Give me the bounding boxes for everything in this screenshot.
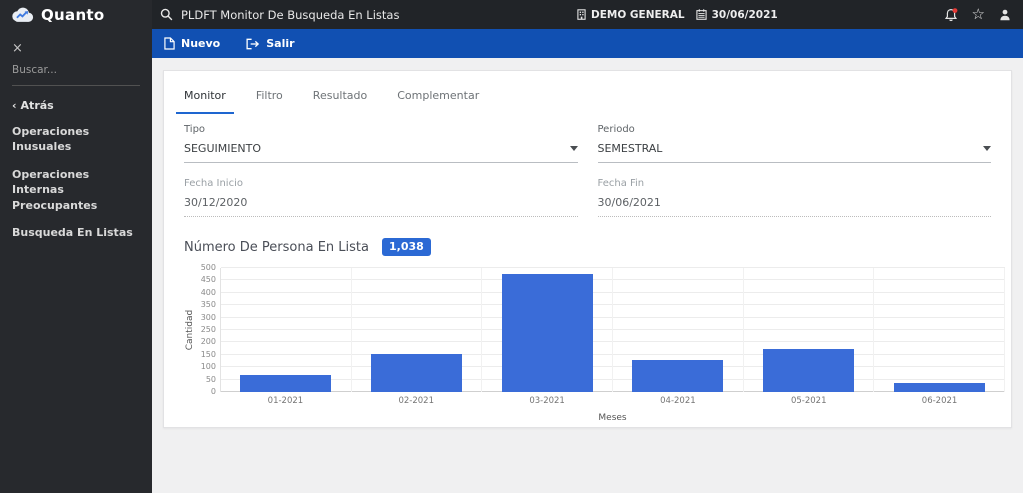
x-tick-label: 01-2021 [220, 396, 351, 406]
fecha-fin-value: 30/06/2021 [598, 196, 661, 209]
salir-button[interactable]: Salir [246, 37, 294, 50]
tab-monitor[interactable]: Monitor [176, 87, 234, 114]
y-tick-label: 150 [201, 350, 216, 359]
filter-form: Tipo SEGUIMIENTO Periodo SEMESTRAL Fecha… [164, 114, 1011, 217]
close-icon[interactable]: × [12, 42, 26, 55]
y-tick-label: 200 [201, 337, 216, 346]
bar-slot [744, 268, 875, 392]
topbar: PLDFT Monitor De Busqueda En Listas DEMO… [152, 0, 1023, 29]
action-toolbar: Nuevo Salir [152, 29, 1023, 58]
notifications-bell-icon[interactable] [944, 8, 958, 22]
y-axis: 050100150200250300350400450500 [196, 268, 220, 392]
page-title: PLDFT Monitor De Busqueda En Listas [181, 8, 399, 22]
tipo-label: Tipo [184, 124, 578, 135]
x-axis-title: Meses [220, 413, 1005, 423]
calendar-icon [696, 9, 707, 20]
y-tick-label: 450 [201, 275, 216, 284]
chevron-down-icon [570, 146, 578, 151]
search-icon[interactable] [160, 8, 173, 21]
y-tick-label: 350 [201, 300, 216, 309]
nuevo-label: Nuevo [181, 37, 220, 50]
y-tick-label: 500 [201, 263, 216, 272]
x-tick-label: 03-2021 [482, 396, 613, 406]
bar-05-2021[interactable] [763, 349, 854, 392]
y-axis-title: Cantidad [185, 310, 195, 350]
building-icon [577, 9, 586, 20]
bar-slot [352, 268, 483, 392]
y-tick-label: 50 [206, 375, 216, 384]
periodo-label: Periodo [598, 124, 992, 135]
bar-chart: Cantidad 050100150200250300350400450500 … [184, 268, 1005, 423]
x-tick-label: 04-2021 [612, 396, 743, 406]
periodo-value: SEMESTRAL [598, 142, 663, 155]
new-file-icon [164, 37, 175, 50]
app-logo[interactable]: Quanto [0, 0, 152, 29]
chart-section-title: Número De Persona En Lista [184, 240, 369, 255]
tab-complementar[interactable]: Complementar [389, 87, 487, 114]
sidebar-search-input[interactable]: Buscar... [12, 64, 140, 86]
tipo-value: SEGUIMIENTO [184, 142, 261, 155]
tab-resultado[interactable]: Resultado [305, 87, 375, 114]
y-tick-label: 0 [211, 387, 216, 396]
periodo-select[interactable]: Periodo SEMESTRAL [598, 124, 992, 163]
x-axis: 01-202102-202103-202104-202105-202106-20… [220, 396, 1005, 406]
y-tick-label: 250 [201, 325, 216, 334]
bar-04-2021[interactable] [632, 360, 723, 392]
bar-slot [874, 268, 1005, 392]
company-context: DEMO GENERAL 30/06/2021 [577, 9, 778, 21]
back-label: Atrás [21, 99, 54, 112]
y-tick-label: 100 [201, 362, 216, 371]
fecha-inicio-field: Fecha Inicio 30/12/2020 [184, 178, 578, 217]
favorite-star-icon[interactable]: ☆ [972, 7, 985, 22]
fecha-fin-field: Fecha Fin 30/06/2021 [598, 178, 992, 217]
user-profile-icon[interactable] [999, 9, 1011, 21]
sidebar: Quanto × Buscar... ‹ Atrás Operaciones In… [0, 0, 152, 493]
bar-slot [482, 268, 613, 392]
bar-06-2021[interactable] [894, 383, 985, 392]
y-tick-label: 300 [201, 313, 216, 322]
tab-bar: Monitor Filtro Resultado Complementar [164, 71, 1011, 114]
sidebar-item-operaciones-internas-preocupantes[interactable]: Operaciones Internas Preocupantes [12, 167, 140, 213]
monitor-card: Monitor Filtro Resultado Complementar Ti… [163, 70, 1012, 428]
brand-name: Quanto [41, 6, 105, 24]
fecha-inicio-label: Fecha Inicio [184, 178, 578, 189]
salir-label: Salir [266, 37, 294, 50]
sidebar-item-busqueda-en-listas[interactable]: Busqueda En Listas [12, 225, 140, 240]
back-button[interactable]: ‹ Atrás [12, 99, 140, 112]
exit-icon [246, 38, 260, 50]
fecha-inicio-value: 30/12/2020 [184, 196, 247, 209]
bar-02-2021[interactable] [371, 354, 462, 392]
y-tick-label: 400 [201, 288, 216, 297]
sidebar-item-operaciones-inusuales[interactable]: Operaciones Inusuales [12, 124, 140, 155]
tipo-select[interactable]: Tipo SEGUIMIENTO [184, 124, 578, 163]
nuevo-button[interactable]: Nuevo [164, 37, 220, 50]
tab-filtro[interactable]: Filtro [248, 87, 291, 114]
total-count-badge: 1,038 [382, 238, 431, 256]
bar-slot [221, 268, 352, 392]
x-tick-label: 05-2021 [743, 396, 874, 406]
x-tick-label: 06-2021 [874, 396, 1005, 406]
fecha-fin-label: Fecha Fin [598, 178, 992, 189]
bar-01-2021[interactable] [240, 375, 331, 392]
cloud-logo-icon [10, 6, 34, 23]
company-name: DEMO GENERAL [591, 9, 685, 21]
x-tick-label: 02-2021 [351, 396, 482, 406]
chevron-down-icon [983, 146, 991, 151]
bar-slot [613, 268, 744, 392]
plot-area [220, 268, 1005, 392]
chevron-left-icon: ‹ [12, 99, 17, 112]
bar-03-2021[interactable] [502, 274, 593, 392]
context-date: 30/06/2021 [712, 9, 778, 21]
